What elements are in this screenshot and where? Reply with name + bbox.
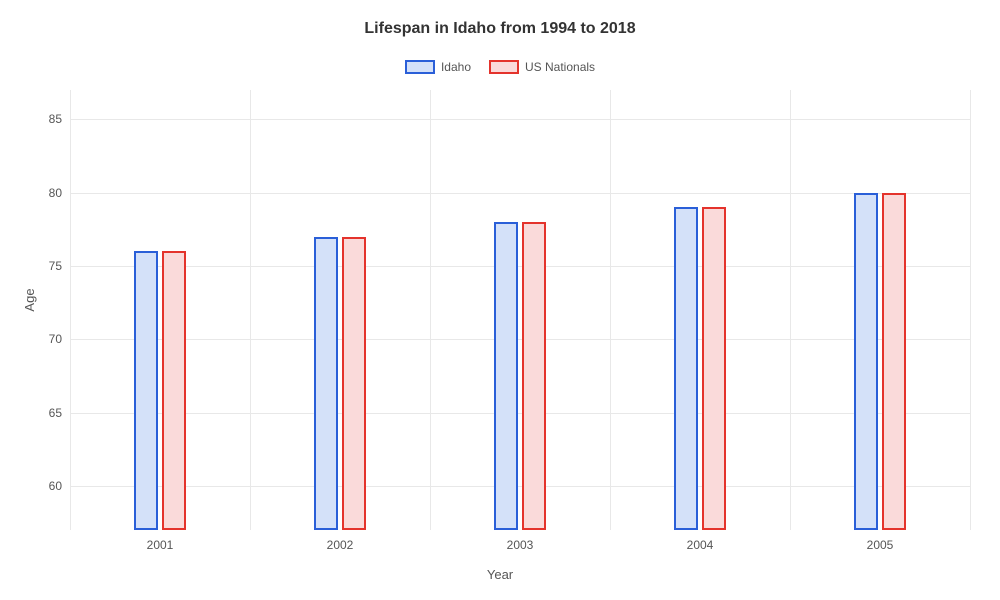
x-tick-label: 2005	[867, 538, 894, 552]
legend-item: US Nationals	[489, 60, 595, 74]
y-axis-label: Age	[22, 288, 37, 311]
bar	[522, 222, 546, 530]
gridline-h	[70, 486, 970, 487]
gridline-v	[70, 90, 71, 530]
plot-area: 60657075808520012002200320042005	[70, 90, 970, 530]
y-tick-label: 80	[49, 186, 62, 200]
bar	[134, 251, 158, 530]
lifespan-chart: Lifespan in Idaho from 1994 to 2018 Idah…	[0, 0, 1000, 600]
bar	[882, 193, 906, 530]
gridline-h	[70, 339, 970, 340]
gridline-v	[970, 90, 971, 530]
chart-title: Lifespan in Idaho from 1994 to 2018	[0, 20, 1000, 38]
legend-label: Idaho	[441, 60, 471, 74]
legend-item: Idaho	[405, 60, 471, 74]
bar	[702, 207, 726, 530]
gridline-h	[70, 266, 970, 267]
gridline-h	[70, 413, 970, 414]
bar	[314, 237, 338, 530]
gridline-v	[610, 90, 611, 530]
gridline-h	[70, 193, 970, 194]
legend-swatch	[405, 60, 435, 74]
y-tick-label: 65	[49, 406, 62, 420]
gridline-v	[430, 90, 431, 530]
y-tick-label: 75	[49, 259, 62, 273]
bar	[854, 193, 878, 530]
bar	[674, 207, 698, 530]
gridline-h	[70, 119, 970, 120]
x-tick-label: 2001	[147, 538, 174, 552]
chart-legend: Idaho US Nationals	[0, 60, 1000, 74]
x-tick-label: 2004	[687, 538, 714, 552]
x-tick-label: 2002	[327, 538, 354, 552]
bar	[494, 222, 518, 530]
bar	[342, 237, 366, 530]
bar	[162, 251, 186, 530]
y-tick-label: 60	[49, 479, 62, 493]
gridline-v	[250, 90, 251, 530]
y-tick-label: 70	[49, 332, 62, 346]
x-tick-label: 2003	[507, 538, 534, 552]
legend-label: US Nationals	[525, 60, 595, 74]
gridline-v	[790, 90, 791, 530]
legend-swatch	[489, 60, 519, 74]
x-axis-label: Year	[0, 567, 1000, 582]
y-tick-label: 85	[49, 112, 62, 126]
